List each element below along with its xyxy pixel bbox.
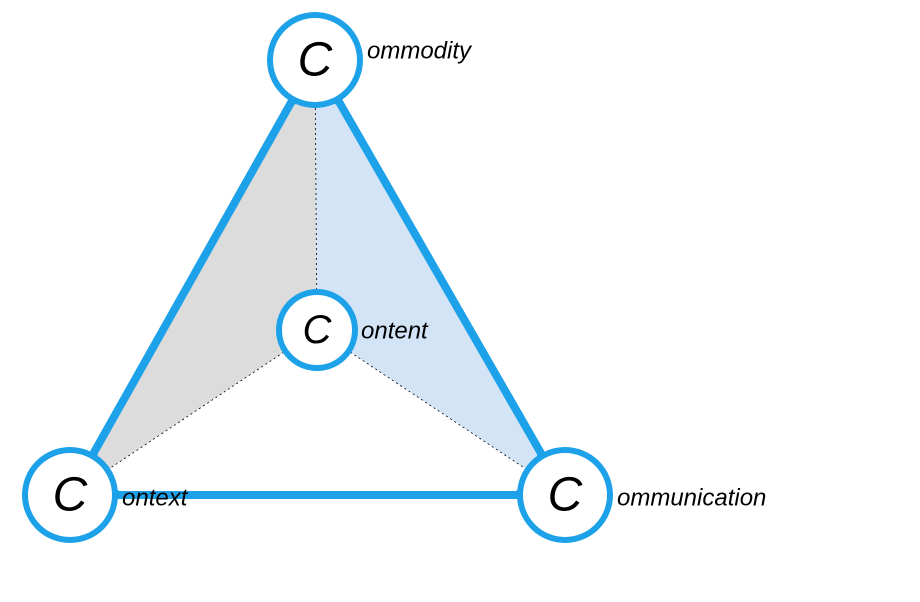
node-communication-letter: C [548,469,583,522]
node-communication: Communication [520,450,766,540]
node-commodity-letter: C [298,34,333,87]
node-content-label: ontent [361,317,429,344]
node-commodity-label: ommodity [367,37,473,64]
node-content-letter: C [303,308,333,352]
node-context-letter: C [53,469,88,522]
node-context-label: ontext [122,484,189,511]
node-commodity: Commodity [270,15,473,105]
node-communication-label: ommunication [617,484,766,511]
four-c-diagram: CommodityContextCommunicationContent [0,0,920,602]
